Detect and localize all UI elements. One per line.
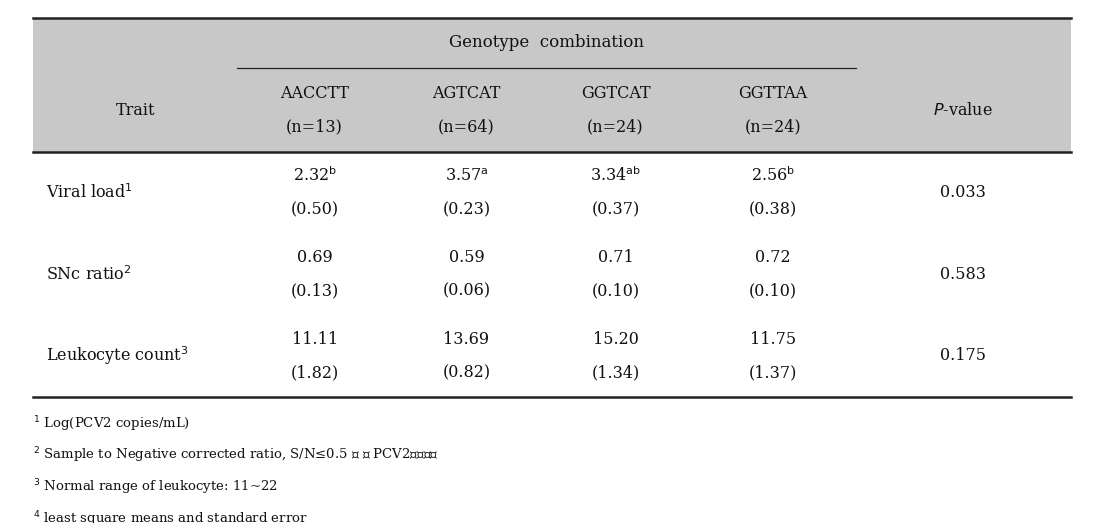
Text: (0.10): (0.10) — [749, 282, 797, 300]
Text: AACCTT: AACCTT — [280, 85, 349, 102]
Text: (1.37): (1.37) — [749, 364, 797, 381]
Text: $^{\mathrm{3}}$ Normal range of leukocyte: 11~22: $^{\mathrm{3}}$ Normal range of leukocyt… — [33, 477, 278, 497]
Text: (0.23): (0.23) — [443, 201, 490, 218]
Text: Genotype  combination: Genotype combination — [449, 35, 644, 51]
Text: 11.11: 11.11 — [291, 331, 338, 347]
Text: (n=64): (n=64) — [438, 118, 495, 135]
Text: (0.13): (0.13) — [290, 282, 339, 300]
Text: 0.72: 0.72 — [755, 249, 790, 266]
Text: 15.20: 15.20 — [593, 331, 638, 347]
Text: (n=24): (n=24) — [744, 118, 802, 135]
Text: Leukocyte count$^{\mathrm{3}}$: Leukocyte count$^{\mathrm{3}}$ — [46, 345, 189, 367]
Bar — [33, 18, 1071, 152]
Text: (0.37): (0.37) — [592, 201, 639, 218]
Text: (1.34): (1.34) — [592, 364, 639, 381]
Text: (n=13): (n=13) — [286, 118, 343, 135]
Text: 0.175: 0.175 — [941, 347, 986, 364]
Text: 2.32$^{\mathrm{b}}$: 2.32$^{\mathrm{b}}$ — [293, 167, 337, 185]
Text: Trait: Trait — [116, 101, 155, 119]
Text: 0.583: 0.583 — [941, 266, 986, 283]
Text: $^{\mathrm{2}}$ Sample to Negative corrected ratio, S/N≤0.5 일 때 PCV2항체양성: $^{\mathrm{2}}$ Sample to Negative corre… — [33, 446, 438, 465]
Text: 3.57$^{\mathrm{a}}$: 3.57$^{\mathrm{a}}$ — [445, 167, 488, 185]
Text: $^{\mathrm{4}}$ least square means and standard error: $^{\mathrm{4}}$ least square means and s… — [33, 509, 308, 523]
Text: (n=24): (n=24) — [587, 118, 644, 135]
Text: 0.59: 0.59 — [448, 249, 485, 266]
Text: 2.56$^{\mathrm{b}}$: 2.56$^{\mathrm{b}}$ — [751, 167, 795, 185]
Text: 11.75: 11.75 — [750, 331, 796, 347]
Text: 3.34$^{\mathrm{ab}}$: 3.34$^{\mathrm{ab}}$ — [590, 167, 641, 185]
Text: AGTCAT: AGTCAT — [433, 85, 500, 102]
Text: SNc ratio$^{\mathrm{2}}$: SNc ratio$^{\mathrm{2}}$ — [46, 265, 131, 283]
Text: (0.50): (0.50) — [290, 201, 339, 218]
Text: (0.10): (0.10) — [592, 282, 639, 300]
Text: (1.82): (1.82) — [290, 364, 339, 381]
Text: GGTCAT: GGTCAT — [581, 85, 650, 102]
Text: (0.38): (0.38) — [749, 201, 797, 218]
Text: GGTTAA: GGTTAA — [739, 85, 807, 102]
Text: 0.71: 0.71 — [597, 249, 634, 266]
Text: 0.69: 0.69 — [297, 249, 332, 266]
Text: (0.82): (0.82) — [443, 364, 490, 381]
Text: 0.033: 0.033 — [941, 184, 986, 201]
Text: $^{\mathrm{1}}$ Log(PCV2 copies/mL): $^{\mathrm{1}}$ Log(PCV2 copies/mL) — [33, 414, 190, 434]
Text: (0.06): (0.06) — [443, 282, 490, 300]
Text: Viral load$^{\mathrm{1}}$: Viral load$^{\mathrm{1}}$ — [46, 184, 134, 202]
Bar — [33, 152, 1071, 396]
Text: $\mathit{P}$-value: $\mathit{P}$-value — [933, 101, 994, 119]
Text: 13.69: 13.69 — [444, 331, 489, 347]
